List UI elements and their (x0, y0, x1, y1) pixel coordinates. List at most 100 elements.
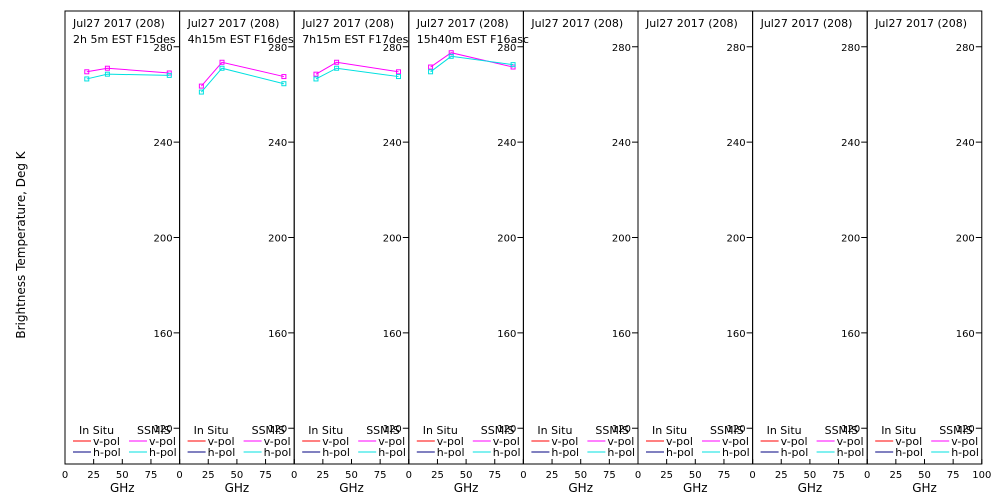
y-tick-label: 200 (841, 234, 860, 245)
legend-insitu-v-label: v-pol (208, 435, 235, 448)
panel-date-label: Jul27 2017 (208) (645, 17, 738, 30)
data-point-v-pol (219, 59, 225, 65)
x-tick-label: 50 (116, 470, 129, 481)
panel-info-label: 15h40m EST F16asc (417, 33, 529, 46)
legend-ssmis-v-label: v-pol (951, 435, 978, 448)
data-point-v-pol (395, 69, 401, 75)
data-point-h-pol (281, 81, 287, 87)
legend-in-situ-header: In Situ (652, 424, 687, 437)
x-tick-label: 25 (775, 470, 788, 481)
legend-ssmis-h-label: h-pol (607, 446, 635, 459)
legend-ssmis-header: SSMIS (595, 424, 629, 437)
x-tick-label: 50 (689, 470, 702, 481)
y-tick-label: 240 (612, 138, 631, 149)
data-point-v-pol (104, 65, 110, 71)
y-tick-label: 200 (727, 234, 746, 245)
legend-insitu-h-label: h-pol (781, 446, 809, 459)
x-axis-label: GHz (454, 481, 479, 495)
legend-ssmis-v-label: v-pol (607, 435, 634, 448)
y-tick-label: 120 (727, 424, 746, 435)
x-tick-label: 0 (864, 470, 870, 481)
legend-in-situ-header: In Situ (308, 424, 343, 437)
x-tick-label: 50 (804, 470, 817, 481)
data-point-h-pol (219, 65, 225, 71)
series-line-h-pol (315, 67, 399, 80)
y-tick-label: 200 (383, 234, 402, 245)
panel-3: Jul27 2017 (208) 7h15m EST F17des 120 160 20… (291, 10, 410, 495)
y-tick-label: 240 (268, 138, 287, 149)
y-tick-label: 160 (612, 329, 631, 340)
y-tick-label: 200 (154, 234, 173, 245)
legend-ssmis-h-label: h-pol (149, 446, 177, 459)
x-axis-label: GHz (225, 481, 250, 495)
x-tick-label: 0 (176, 470, 182, 481)
x-tick-label: 0 (291, 470, 297, 481)
y-tick-label: 200 (612, 234, 631, 245)
legend-ssmis-v-label: v-pol (149, 435, 176, 448)
legend-insitu-h-label: h-pol (208, 446, 236, 459)
y-tick-label: 120 (612, 424, 631, 435)
panel-date-label: Jul27 2017 (208) (416, 17, 509, 30)
legend-insitu-h-label: h-pol (322, 446, 350, 459)
x-tick-label: 75 (603, 470, 616, 481)
legend-ssmis-v-label: v-pol (264, 435, 291, 448)
legend-ssmis-h-label: h-pol (722, 446, 750, 459)
x-tick-label: 75 (488, 470, 501, 481)
data-point-h-pol (166, 72, 172, 78)
x-tick-label: 25 (316, 470, 329, 481)
legend-insitu-v-label: v-pol (551, 435, 578, 448)
legend-insitu-v-label: v-pol (895, 435, 922, 448)
panel-8: Jul27 2017 (208) 120 160 200 240 280 0 25 50 75 10… (864, 10, 991, 495)
y-tick-label: 280 (612, 43, 631, 54)
x-tick-label: 75 (374, 470, 387, 481)
series-line-v-pol (200, 61, 284, 87)
y-axis-label: Brightness Temperature, Deg K (14, 150, 28, 338)
legend-ssmis-header: SSMIS (366, 424, 400, 437)
x-tick-label: 75 (145, 470, 158, 481)
y-tick-label: 160 (841, 329, 860, 340)
x-tick-label: 0 (749, 470, 755, 481)
series-line-h-pol (86, 73, 170, 80)
panel-date-label: Jul27 2017 (208) (72, 17, 165, 30)
panel-2: Jul27 2017 (208) 4h15m EST F16des 120 160 20… (176, 10, 295, 495)
legend-insitu-h-label: h-pol (895, 446, 923, 459)
panel-1: Jul27 2017 (208) 2h 5m EST F15des 120 160 20… (62, 10, 181, 495)
data-point-v-pol (428, 64, 434, 70)
x-tick-label: 75 (718, 470, 731, 481)
y-tick-label: 240 (497, 138, 516, 149)
legend-ssmis-header: SSMIS (825, 424, 859, 437)
panels-group: Jul27 2017 (208) 2h 5m EST F15des 120 160 20… (62, 10, 991, 495)
x-tick-label: 0 (62, 470, 68, 481)
y-tick-label: 200 (497, 234, 516, 245)
panel-7: Jul27 2017 (208) 120 160 200 240 280 0 25 50 75 GH… (749, 10, 868, 495)
x-tick-label: 25 (202, 470, 215, 481)
x-tick-label: 50 (345, 470, 358, 481)
data-point-v-pol (281, 74, 287, 80)
legend-insitu-h-label: h-pol (437, 446, 465, 459)
legend-ssmis-header: SSMIS (939, 424, 973, 437)
y-tick-label: 240 (841, 138, 860, 149)
y-tick-label: 240 (956, 138, 975, 149)
panel-info-label: 7h15m EST F17des (302, 33, 408, 46)
y-tick-label: 120 (497, 424, 516, 435)
x-tick-label: 100 (972, 470, 991, 481)
y-tick-label: 160 (154, 329, 173, 340)
data-point-h-pol (84, 76, 90, 82)
x-tick-label: 50 (231, 470, 244, 481)
data-point-v-pol (198, 83, 204, 89)
x-tick-label: 50 (460, 470, 473, 481)
y-tick-label: 280 (154, 43, 173, 54)
y-tick-label: 120 (154, 424, 173, 435)
x-axis-label: GHz (798, 481, 823, 495)
y-tick-label: 160 (383, 329, 402, 340)
series-line-h-pol (200, 67, 285, 93)
y-tick-label: 160 (956, 329, 975, 340)
legend-ssmis-v-label: v-pol (493, 435, 520, 448)
data-point-h-pol (313, 76, 319, 82)
x-tick-label: 0 (520, 470, 526, 481)
legend-insitu-h-label: h-pol (666, 446, 694, 459)
panel-6: Jul27 2017 (208) 120 160 200 240 280 0 25 50 75 GH… (635, 10, 754, 495)
legend-insitu-v-label: v-pol (437, 435, 464, 448)
legend-ssmis-v-label: v-pol (722, 435, 749, 448)
y-tick-label: 120 (383, 424, 402, 435)
